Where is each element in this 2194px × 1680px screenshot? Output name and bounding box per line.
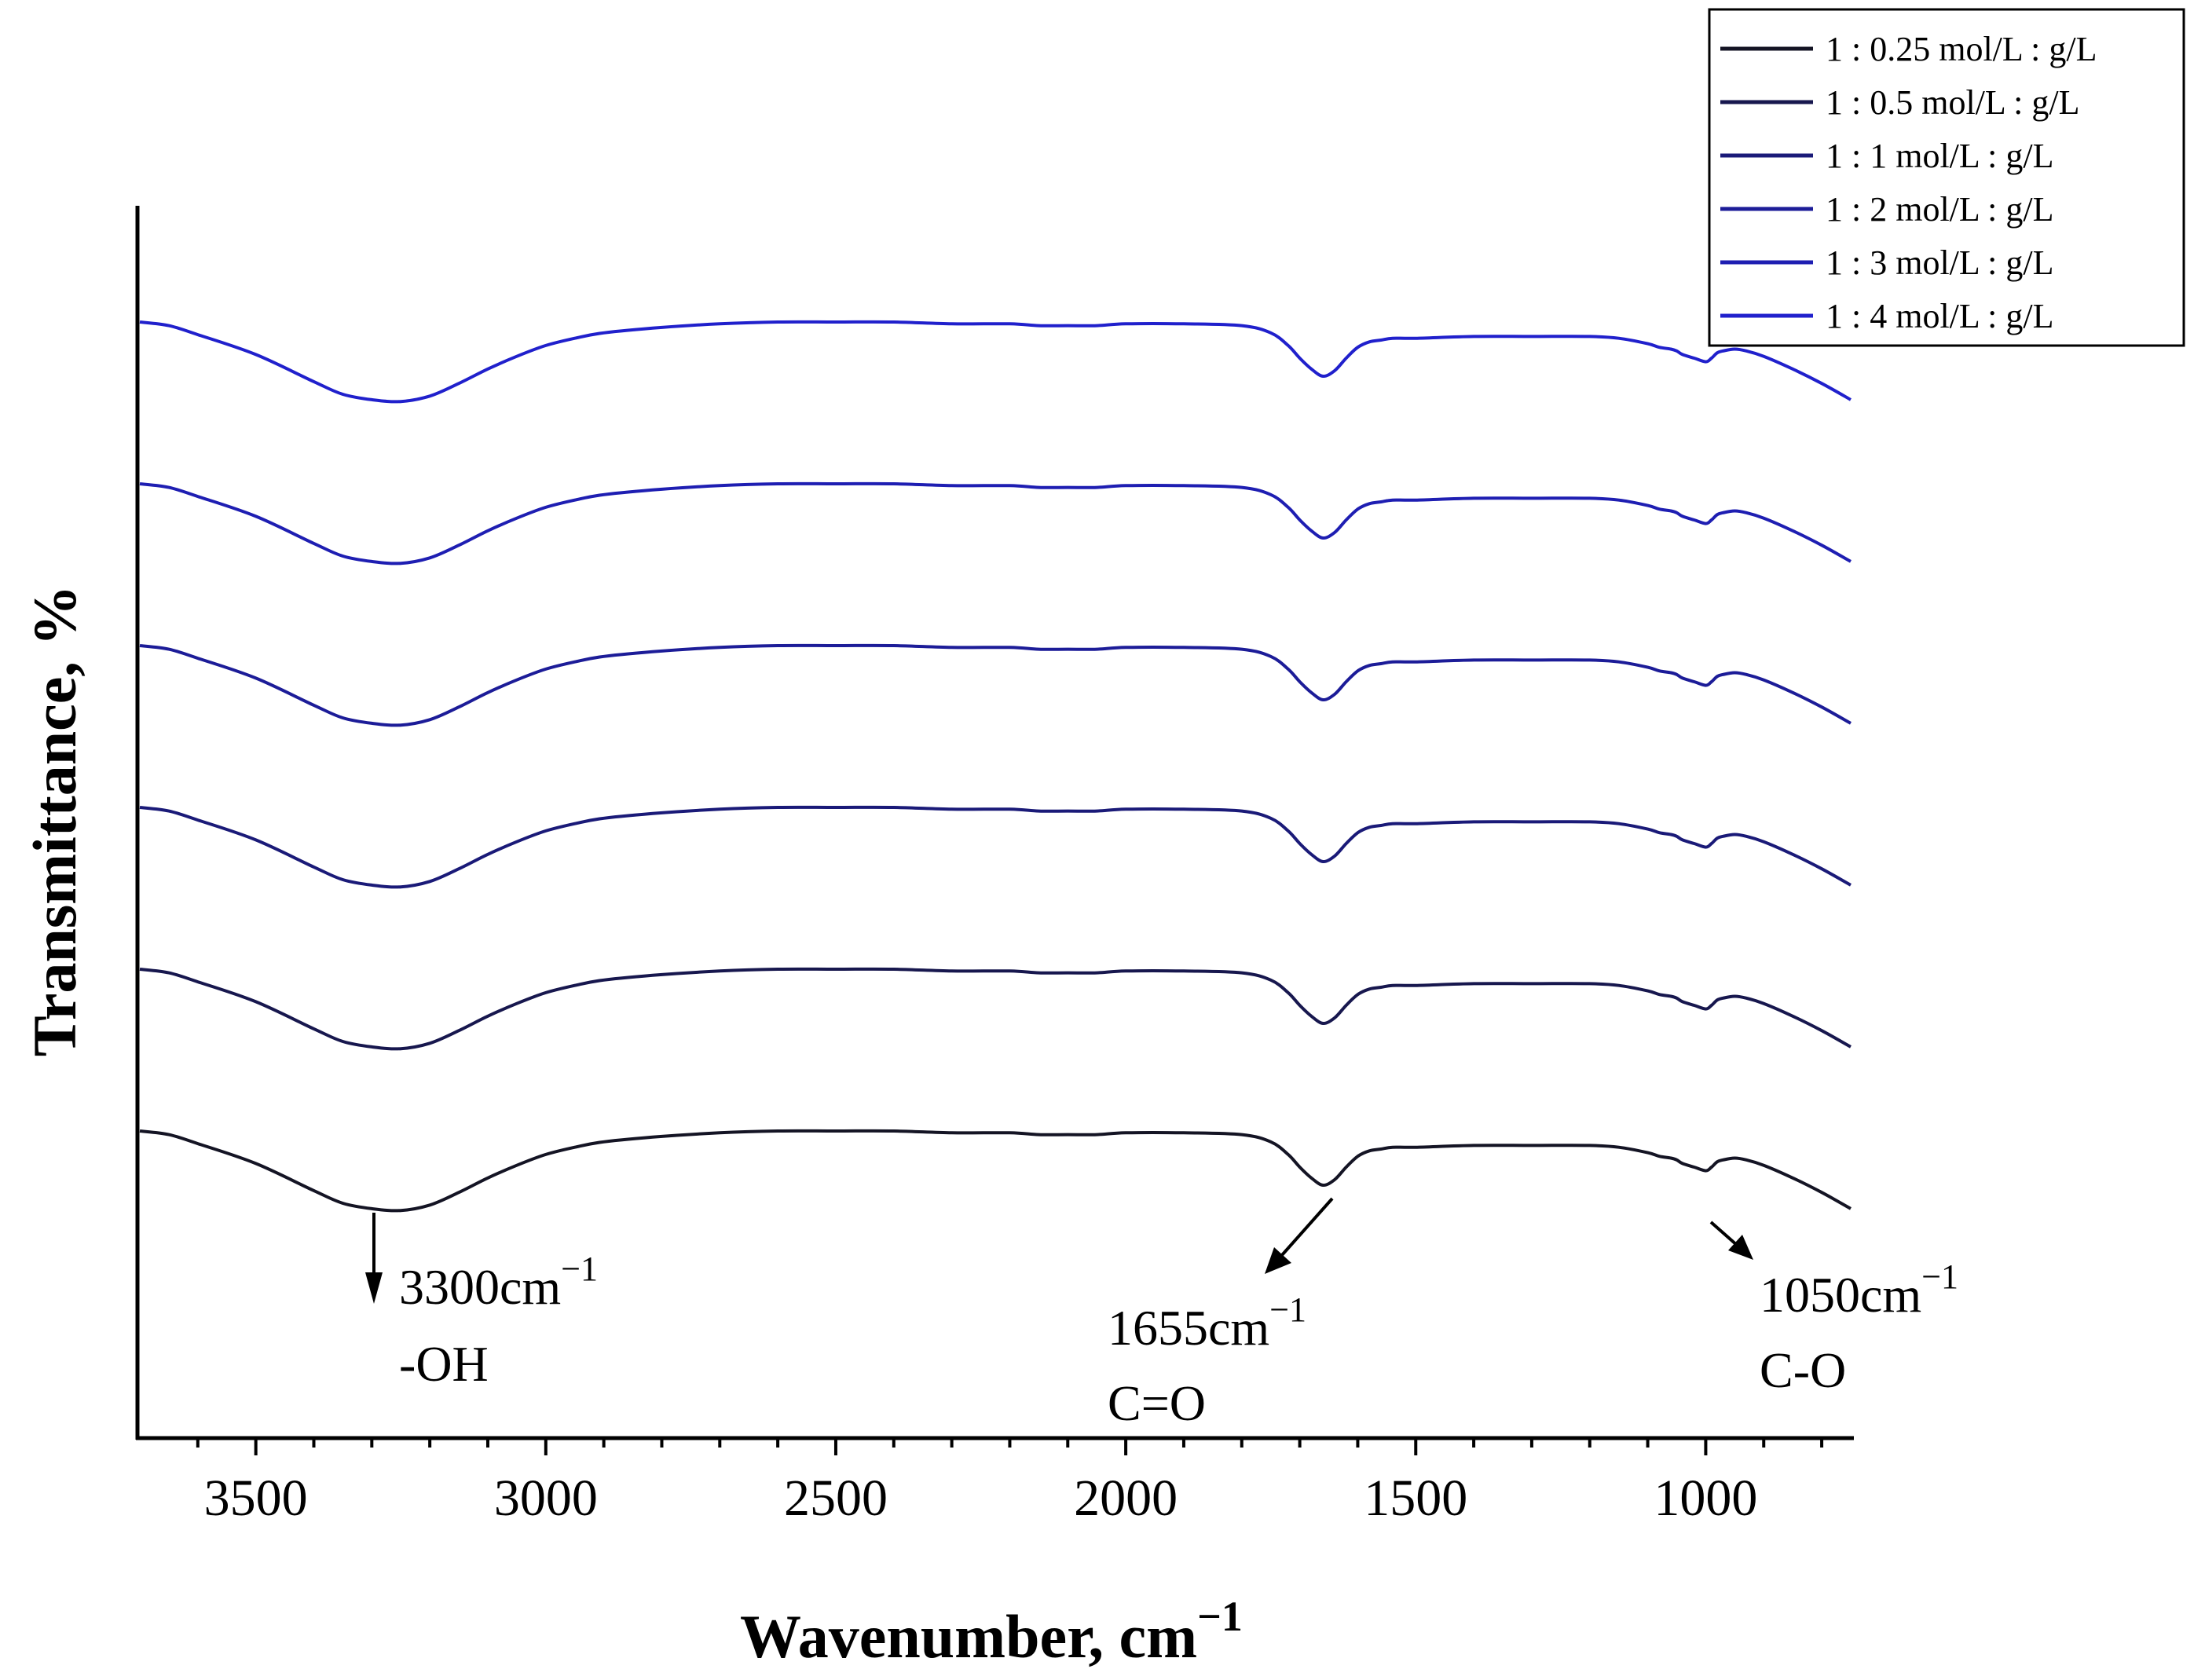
x-tick-label: 1000: [1654, 1470, 1757, 1527]
arrow-co-single: [1709, 1221, 1739, 1247]
series-line-2: [139, 967, 1852, 1051]
annot-co-single-group: C-O: [1760, 1342, 1846, 1398]
y-axis-title: Transmittance, %: [20, 585, 89, 1057]
arrow-co-double: [1280, 1197, 1334, 1257]
series-line-3: [139, 805, 1852, 889]
arrow-oh-head: [365, 1272, 383, 1304]
legend-label-1: 1 : 0.25 mol/L : g/L: [1826, 30, 2097, 68]
series-line-6: [139, 320, 1852, 404]
legend-label-4: 1 : 2 mol/L : g/L: [1826, 190, 2053, 229]
x-tick-label: 1500: [1364, 1470, 1467, 1527]
legend-label-3: 1 : 1 mol/L : g/L: [1826, 137, 2053, 175]
x-tick-label: 2000: [1074, 1470, 1178, 1527]
legend-label-6: 1 : 4 mol/L : g/L: [1826, 297, 2053, 335]
series-line-4: [139, 643, 1852, 727]
legend-label-2: 1 : 0.5 mol/L : g/L: [1826, 83, 2079, 122]
series-line-5: [139, 481, 1852, 565]
annot-oh-group: -OH: [399, 1336, 489, 1392]
x-axis-title: Wavenumber, cm−1: [740, 1593, 1243, 1671]
annot-co-double-group: C=O: [1108, 1375, 1206, 1431]
legend-label-5: 1 : 3 mol/L : g/L: [1826, 243, 2053, 282]
x-ticks: 3500 3000 2500 2000 1500 1000: [196, 1438, 1824, 1527]
series-line-1: [139, 1129, 1852, 1213]
arrow-co-single-head: [1728, 1235, 1753, 1260]
x-tick-label: 2500: [784, 1470, 888, 1527]
annot-co-single-wavenumber: 1050cm−1: [1760, 1257, 1958, 1323]
x-tick-label: 3000: [494, 1470, 598, 1527]
annot-co-double-wavenumber: 1655cm−1: [1108, 1290, 1306, 1356]
x-tick-label: 3500: [204, 1470, 308, 1527]
annot-oh-wavenumber: 3300cm−1: [399, 1250, 598, 1315]
spectra-group: [139, 320, 1852, 1213]
arrow-co-double-head: [1265, 1247, 1291, 1274]
annotations: 3300cm−1 -OH 1655cm−1 C=O 1050cm−1 C-O: [365, 1197, 1958, 1431]
legend: 1 : 0.25 mol/L : g/L 1 : 0.5 mol/L : g/L 1…: [1708, 8, 2185, 347]
legend-box: [1708, 8, 2185, 347]
